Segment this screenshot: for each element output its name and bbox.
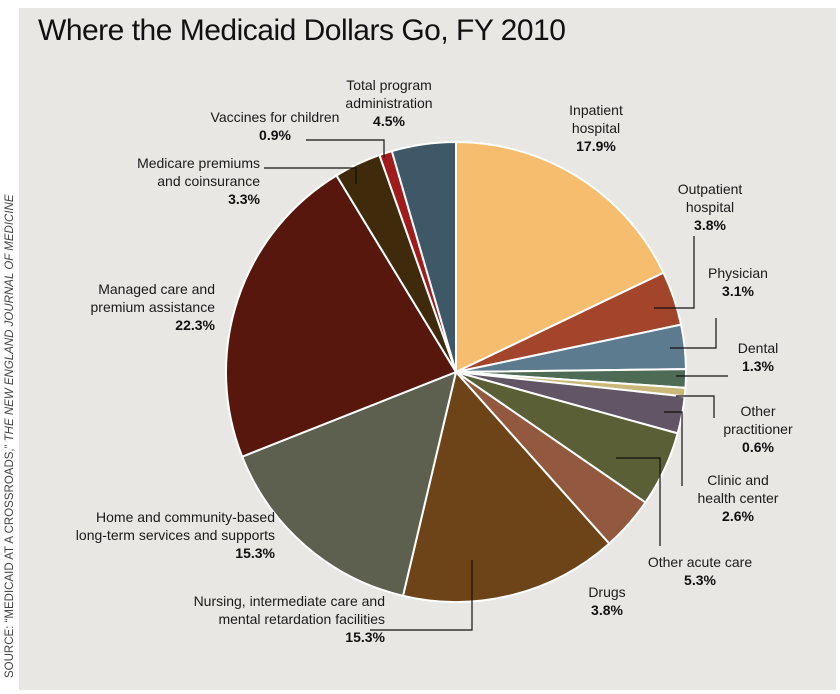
chart-title: Where the Medicaid Dollars Go, FY 2010 <box>38 14 566 47</box>
slice-label-vaccines: Vaccines for children 0.9% <box>211 109 340 143</box>
slice-label-other-acute: Other acute care 5.3% <box>648 554 752 588</box>
slice-label-inpatient: Inpatient hospital 17.9% <box>569 102 623 154</box>
leader-line-physician <box>670 318 717 349</box>
leader-line-vaccines <box>306 139 385 158</box>
slice-label-line: health center <box>698 490 779 506</box>
slice-label-line: Inpatient <box>569 102 623 118</box>
slice-percent: 15.3% <box>235 545 275 561</box>
pie-slice-inpatient <box>455 141 665 373</box>
leader-line-other-practitioner <box>676 395 715 418</box>
slice-percent: 1.3% <box>742 358 774 374</box>
slice-label-line: mental retardation facilities <box>218 611 385 627</box>
slice-label-line: hospital <box>686 199 734 215</box>
slice-percent: 3.1% <box>722 283 754 299</box>
slice-label-line: Medicare premiums <box>137 155 260 171</box>
slice-percent: 3.8% <box>694 217 726 233</box>
pie-slices <box>224 141 687 603</box>
pie-slice-managed-care <box>224 174 457 458</box>
slice-label-line: Outpatient <box>678 181 743 197</box>
slice-percent: 0.9% <box>259 127 291 143</box>
slice-percent: 2.6% <box>722 508 754 524</box>
slice-percent: 15.3% <box>345 629 385 645</box>
slice-percent: 4.5% <box>373 113 405 129</box>
slice-label-line: Other <box>740 403 775 419</box>
slice-label-line: Managed care and <box>98 281 215 297</box>
slice-percent: 22.3% <box>175 317 215 333</box>
slice-label-line: administration <box>345 95 432 111</box>
slice-label-line: hospital <box>572 120 620 136</box>
pie-slice-nursing <box>402 371 611 603</box>
slice-label-line: Other acute care <box>648 554 752 570</box>
pie-slice-administration <box>390 141 457 373</box>
slice-percent: 3.8% <box>591 602 623 618</box>
slice-labels: Inpatient hospital 17.9% Outpatient hospital… <box>76 77 793 645</box>
slice-label-line: Dental <box>738 340 778 356</box>
slice-label-physician: Physician 3.1% <box>708 265 768 299</box>
slice-label-line: Clinic and <box>707 472 768 488</box>
slice-label-line: Nursing, intermediate care and <box>194 593 385 609</box>
leader-line-clinic <box>664 411 683 486</box>
slice-label-line: premium assistance <box>91 299 216 315</box>
slice-percent: 17.9% <box>576 138 616 154</box>
slice-label-drugs: Drugs 3.8% <box>588 584 625 618</box>
slice-label-line: and coinsurance <box>157 173 260 189</box>
slice-label-line: Physician <box>708 265 768 281</box>
slice-label-other-practitioner: Other practitioner 0.6% <box>723 403 793 455</box>
slice-label-line: practitioner <box>723 421 793 437</box>
slice-label-line: Home and community-based <box>96 509 275 525</box>
slice-label-line: long-term services and supports <box>76 527 275 543</box>
slice-percent: 5.3% <box>684 572 716 588</box>
leader-line-medicare-premiums <box>264 167 357 184</box>
slice-label-dental: Dental 1.3% <box>738 340 778 374</box>
pie-slice-home-community <box>241 371 457 597</box>
slice-label-home-community: Home and community-based long-term servic… <box>76 509 276 561</box>
slice-percent: 0.6% <box>742 439 774 455</box>
slice-label-line: Total program <box>346 77 432 93</box>
leader-line-other-acute <box>616 457 661 546</box>
slice-percent: 3.3% <box>228 191 260 207</box>
slice-label-nursing: Nursing, intermediate care and mental ret… <box>194 593 386 645</box>
slice-label-line: Vaccines for children <box>211 109 340 125</box>
slice-label-managed-care: Managed care and premium assistance 22.3% <box>91 281 216 333</box>
slice-label-administration: Total program administration 4.5% <box>345 77 432 129</box>
slice-label-clinic: Clinic and health center 2.6% <box>698 472 779 524</box>
leader-line-nursing <box>370 560 473 631</box>
slice-label-medicare-premiums: Medicare premiums and coinsurance 3.3% <box>137 155 260 207</box>
slice-label-line: Drugs <box>588 584 625 600</box>
leader-lines <box>264 139 728 631</box>
slice-label-outpatient: Outpatient hospital 3.8% <box>678 181 743 233</box>
leader-line-outpatient <box>654 236 695 309</box>
